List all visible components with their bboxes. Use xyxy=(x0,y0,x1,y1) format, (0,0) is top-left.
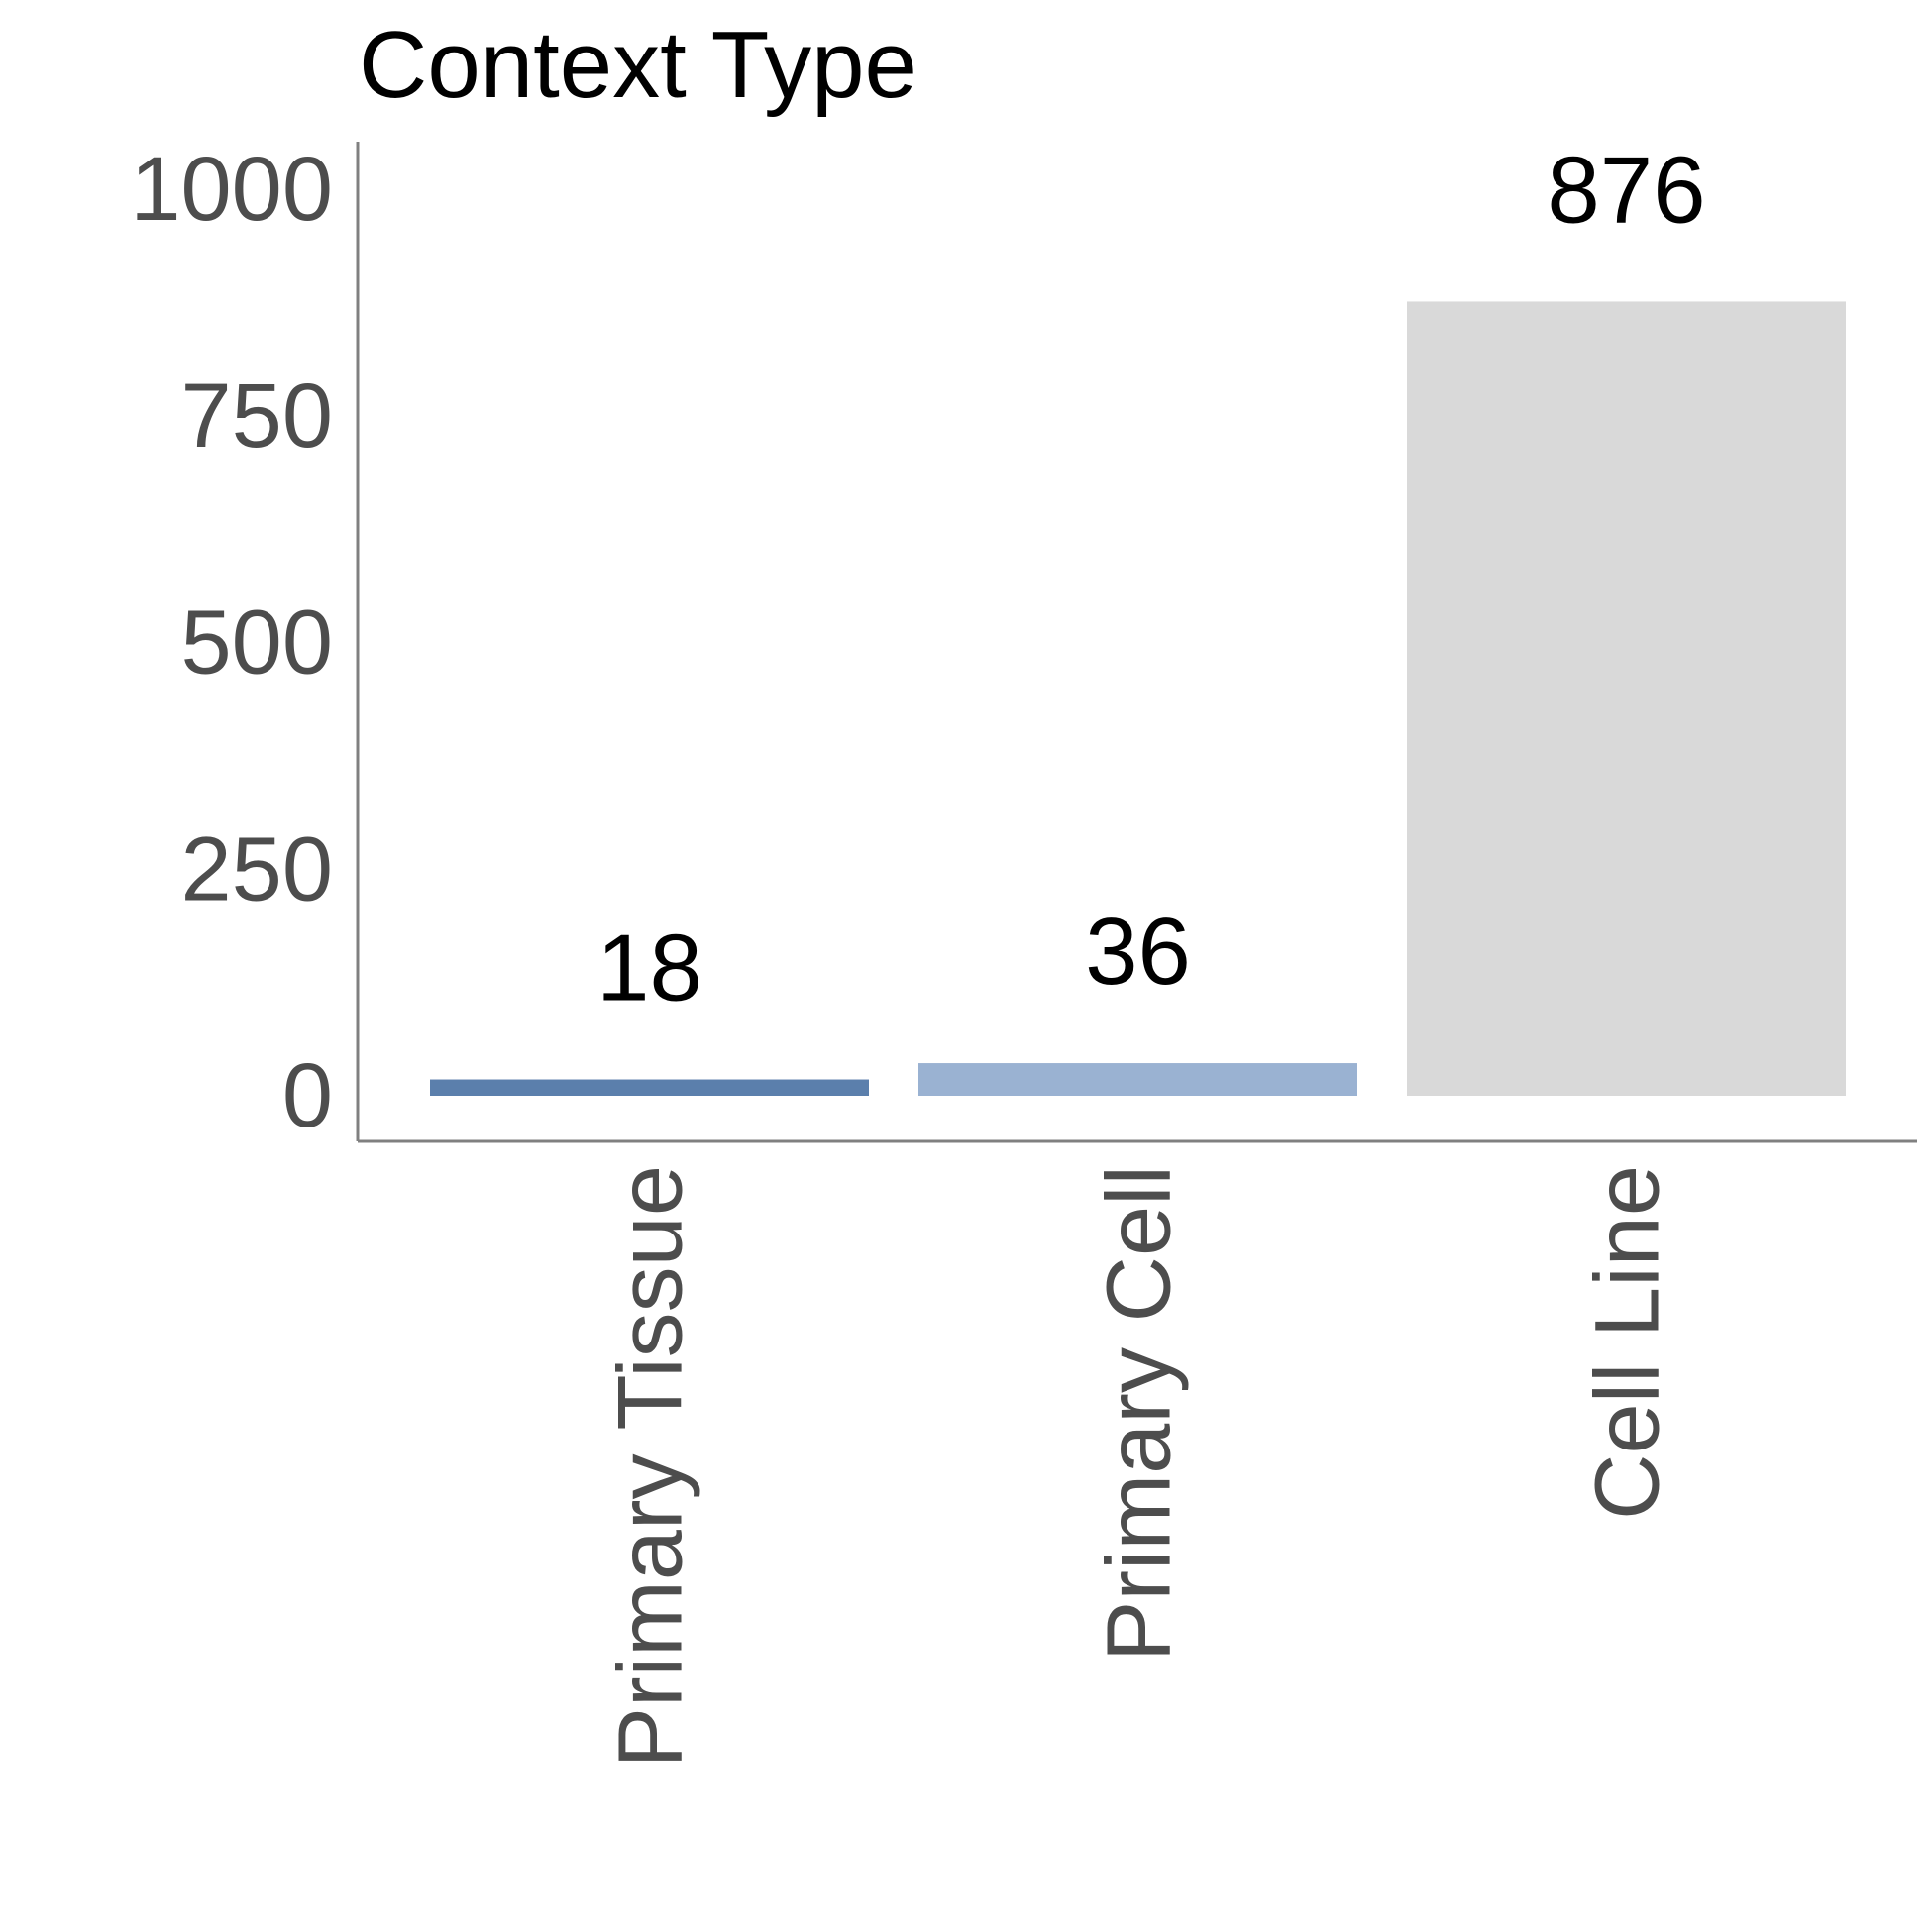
y-tick-label: 0 xyxy=(282,1045,333,1146)
x-tick-label: Primary Cell xyxy=(1089,1165,1190,1662)
x-axis-ticks: Primary Tissue Primary Cell Cell Line xyxy=(600,1165,1678,1768)
bar xyxy=(918,1063,1357,1096)
y-tick-label: 250 xyxy=(181,818,334,919)
data-label: 876 xyxy=(1547,137,1705,243)
data-labels: 18 36 876 xyxy=(596,137,1705,1020)
y-tick-label: 500 xyxy=(181,592,334,694)
bars xyxy=(430,301,1846,1097)
y-tick-label: 1000 xyxy=(130,139,333,240)
y-tick-label: 750 xyxy=(181,366,334,467)
x-tick-label: Primary Tissue xyxy=(600,1165,701,1768)
chart-title: Context Type xyxy=(359,12,917,118)
y-axis-ticks: 0 250 500 750 1000 xyxy=(130,139,333,1146)
bar xyxy=(1407,301,1846,1097)
x-tick-label: Cell Line xyxy=(1577,1165,1678,1520)
data-label: 36 xyxy=(1085,899,1191,1005)
data-label: 18 xyxy=(596,915,702,1021)
bar xyxy=(430,1079,869,1096)
